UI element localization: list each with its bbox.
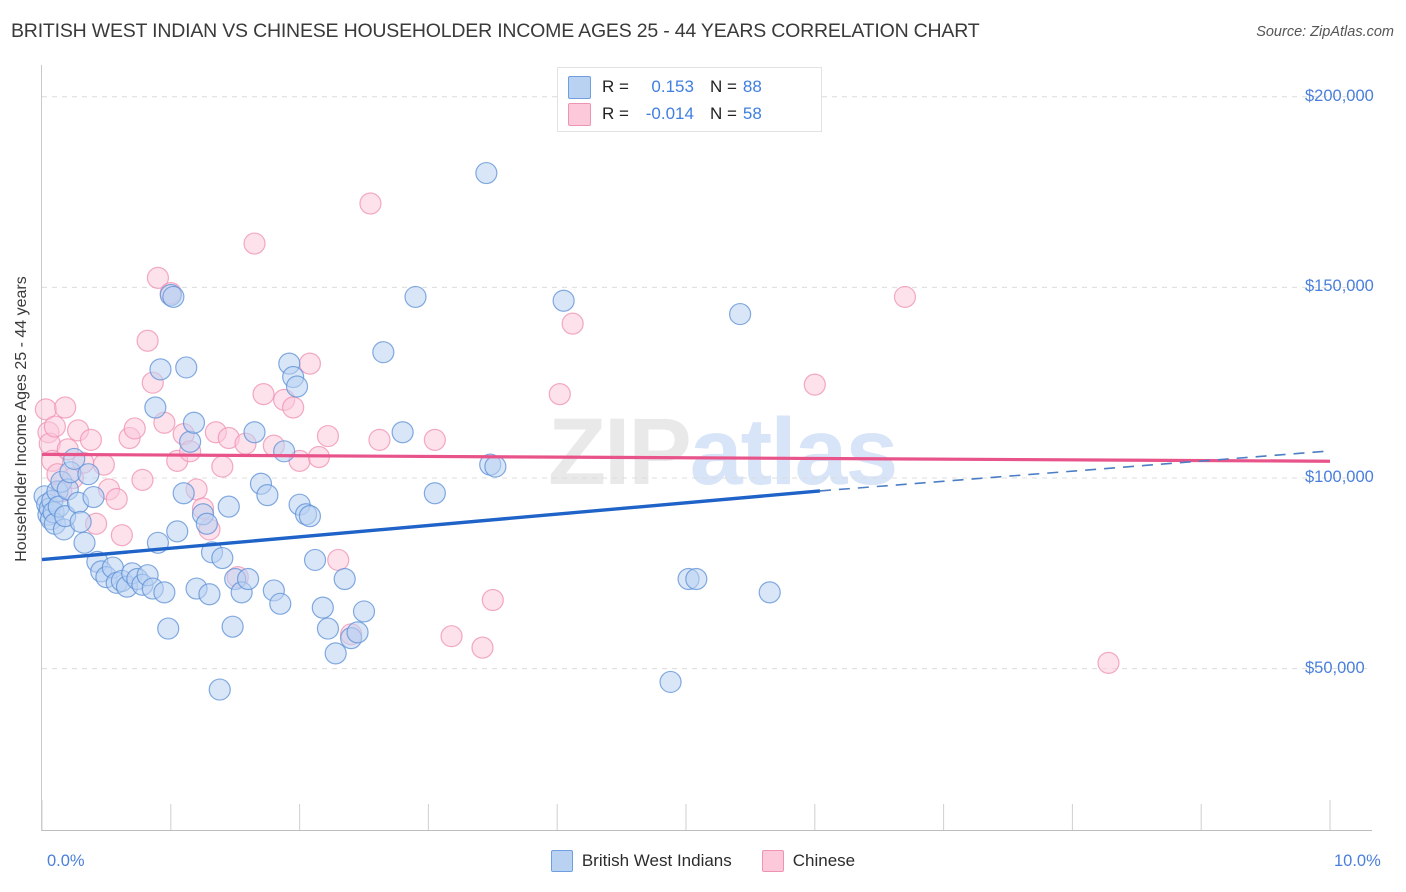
scatter-points-chinese — [34, 192, 1120, 674]
trendline-british-west-indians — [41, 450, 1331, 562]
stats-row-british-west-indians: R = 0.153 N = 88 — [568, 74, 762, 100]
n-value-pink: 58 — [742, 104, 762, 123]
chart-legend: British West Indians Chinese — [0, 850, 1406, 872]
page-title: BRITISH WEST INDIAN VS CHINESE HOUSEHOLD… — [11, 20, 980, 42]
r-label-blue: R = — [602, 77, 629, 96]
legend-label-blue: British West Indians — [581, 851, 732, 870]
y-tick-label: $100,000 — [1305, 468, 1374, 486]
watermark-part1: ZIP — [548, 399, 692, 505]
source-attribution: Source: ZipAtlas.com — [1256, 24, 1394, 40]
correlation-stats-box: R = 0.153 N = 88 R = -0.014 N = 58 — [557, 67, 822, 132]
x-axis-line — [42, 830, 1372, 831]
legend-item-british-west-indians[interactable]: British West Indians — [550, 850, 732, 872]
r-value-pink: -0.014 — [645, 104, 694, 123]
stats-swatch-blue — [568, 75, 591, 99]
stats-row-chinese: R = -0.014 N = 58 — [568, 101, 762, 127]
y-tick-label: $50,000 — [1305, 658, 1365, 677]
r-label-pink: R = — [602, 104, 629, 123]
trendline-chinese — [41, 452, 1331, 463]
stats-swatch-pink — [568, 102, 591, 126]
legend-label-pink: Chinese — [792, 851, 856, 870]
legend-item-chinese[interactable]: Chinese — [761, 850, 856, 872]
x-axis-min-label: 0.0% — [47, 852, 85, 870]
x-axis-max-label: 10.0% — [1334, 852, 1381, 870]
y-tick-label: $200,000 — [1305, 86, 1374, 105]
y-tick-label: $150,000 — [1305, 277, 1374, 296]
legend-swatch-pink — [761, 850, 784, 872]
x-axis-ticks — [41, 800, 1331, 830]
n-label-pink: N = — [709, 104, 737, 123]
legend-swatch-blue — [550, 850, 573, 872]
n-value-blue: 88 — [742, 77, 762, 96]
n-label-blue: N = — [709, 77, 737, 96]
scatter-points-british-west-indians — [33, 161, 781, 701]
r-value-blue: 0.153 — [651, 77, 694, 96]
